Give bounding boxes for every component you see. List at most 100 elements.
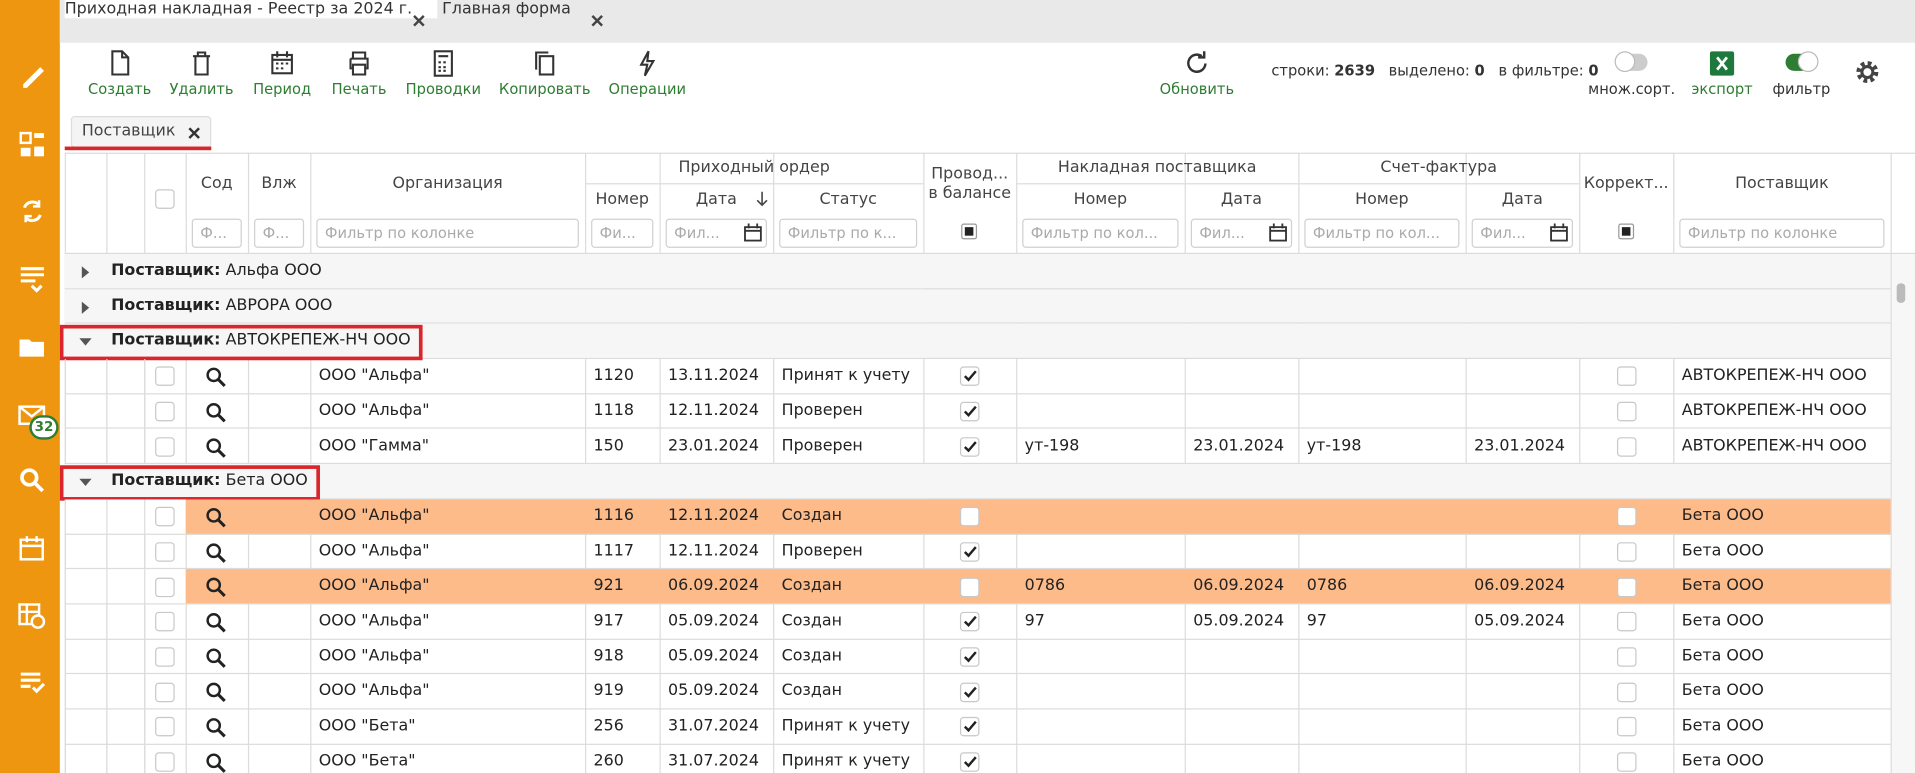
posted-checkbox[interactable]: [959, 682, 980, 702]
data-row[interactable]: [64, 675, 1891, 710]
data-row[interactable]: [64, 429, 1891, 465]
column-filter[interactable]: Ф...: [191, 218, 242, 248]
column-header[interactable]: Сод: [200, 174, 233, 193]
chip-close[interactable]: [187, 127, 200, 139]
toolbar-label[interactable]: Проводки: [405, 80, 482, 98]
column-filter[interactable]: Фильтр по колонке: [1679, 218, 1885, 248]
data-row[interactable]: [64, 710, 1891, 745]
column-header[interactable]: Статус: [819, 189, 877, 209]
multi-sort-toggle[interactable]: [1614, 51, 1648, 73]
posted-checkbox[interactable]: [959, 647, 980, 667]
column-header[interactable]: Коррект...: [1583, 174, 1669, 193]
sidebar-icon[interactable]: [17, 601, 46, 630]
toolbar-icon[interactable]: [187, 49, 216, 78]
data-row[interactable]: [64, 534, 1891, 570]
data-row[interactable]: [64, 640, 1891, 675]
corrected-checkbox[interactable]: [1616, 612, 1636, 632]
column-header[interactable]: Дата: [1501, 189, 1543, 209]
view-icon[interactable]: [205, 437, 227, 459]
corrected-checkbox[interactable]: [1616, 682, 1636, 702]
view-icon[interactable]: [205, 647, 227, 669]
sidebar-icon[interactable]: [17, 332, 46, 361]
row-checkbox[interactable]: [155, 682, 175, 702]
collapse-arrow[interactable]: [78, 335, 93, 350]
column-header[interactable]: Организация: [392, 174, 503, 193]
group-chip[interactable]: Поставщик: [70, 116, 211, 148]
sidebar-icon[interactable]: [17, 61, 46, 90]
settings-icon[interactable]: [1854, 59, 1881, 86]
expand-arrow[interactable]: [78, 265, 93, 280]
column-filter[interactable]: Фи...: [591, 218, 654, 248]
filter-toggle[interactable]: [1785, 51, 1819, 73]
view-icon[interactable]: [205, 577, 227, 599]
row-checkbox[interactable]: [155, 401, 175, 422]
excel-icon[interactable]: [1709, 51, 1735, 76]
corrected-checkbox[interactable]: [1616, 366, 1636, 387]
view-icon[interactable]: [205, 612, 227, 634]
column-filter[interactable]: Фильтр по к...: [779, 218, 918, 248]
tri-state-checkbox[interactable]: [961, 223, 978, 240]
corrected-checkbox[interactable]: [1616, 752, 1636, 772]
row-checkbox[interactable]: [155, 647, 175, 667]
corrected-checkbox[interactable]: [1616, 542, 1636, 562]
posted-checkbox[interactable]: [959, 752, 980, 772]
export-label[interactable]: экспорт: [1691, 80, 1753, 98]
corrected-checkbox[interactable]: [1616, 647, 1636, 667]
sidebar-icon[interactable]: [17, 465, 46, 494]
corrected-checkbox[interactable]: [1616, 577, 1636, 597]
data-row[interactable]: [64, 394, 1891, 430]
row-checkbox[interactable]: [155, 577, 175, 597]
column-filter[interactable]: Фил...: [1190, 218, 1293, 248]
view-icon[interactable]: [205, 682, 227, 704]
column-header[interactable]: Номер: [595, 189, 649, 209]
row-checkbox[interactable]: [155, 436, 175, 457]
posted-checkbox[interactable]: [959, 577, 980, 597]
tab-close[interactable]: [591, 13, 603, 27]
expand-arrow[interactable]: [78, 300, 93, 315]
toolbar-label[interactable]: Удалить: [169, 80, 234, 98]
posted-checkbox[interactable]: [959, 542, 980, 562]
column-header[interactable]: Влж: [261, 174, 297, 193]
posted-checkbox[interactable]: [959, 612, 980, 632]
column-header[interactable]: Номер: [1073, 189, 1128, 209]
sidebar-icon[interactable]: [17, 197, 46, 226]
sidebar-icon[interactable]: [17, 129, 46, 158]
toolbar-label[interactable]: Печать: [331, 80, 387, 98]
tab[interactable]: Главная форма: [442, 0, 616, 27]
column-header[interactable]: Номер: [1355, 189, 1409, 209]
refresh-icon[interactable]: [1182, 49, 1211, 78]
view-icon[interactable]: [205, 366, 227, 388]
posted-checkbox[interactable]: [959, 717, 980, 737]
posted-checkbox[interactable]: [959, 366, 980, 387]
column-header[interactable]: Провод... в балансе: [928, 164, 1012, 203]
tab[interactable]: Приходная накладная - Реестр за 2024 г.: [64, 0, 438, 27]
toolbar-icon[interactable]: [344, 49, 373, 78]
column-filter[interactable]: Ф...: [254, 218, 305, 248]
corrected-checkbox[interactable]: [1616, 436, 1636, 457]
header-checkbox[interactable]: [155, 189, 175, 209]
view-icon[interactable]: [205, 752, 227, 773]
column-filter[interactable]: Фильтр по кол...: [1304, 218, 1460, 248]
posted-checkbox[interactable]: [959, 436, 980, 457]
collapse-arrow[interactable]: [78, 475, 93, 490]
row-checkbox[interactable]: [155, 366, 175, 387]
data-row[interactable]: [64, 359, 1891, 395]
row-checkbox[interactable]: [155, 542, 175, 562]
view-icon[interactable]: [205, 717, 227, 739]
toolbar-icon[interactable]: [429, 49, 458, 78]
view-icon[interactable]: [205, 507, 227, 529]
data-row[interactable]: [64, 499, 1891, 535]
corrected-checkbox[interactable]: [1616, 401, 1636, 422]
view-icon[interactable]: [205, 542, 227, 564]
tri-state-checkbox[interactable]: [1617, 223, 1634, 240]
column-filter[interactable]: Фильтр по кол...: [1022, 218, 1179, 248]
column-filter[interactable]: Фильтр по колонке: [316, 218, 579, 248]
column-header[interactable]: Дата: [695, 189, 737, 209]
row-checkbox[interactable]: [155, 612, 175, 632]
tab-close[interactable]: [413, 13, 425, 27]
toolbar-icon[interactable]: [633, 49, 662, 78]
data-row[interactable]: [64, 604, 1891, 640]
toolbar-label[interactable]: Операции: [608, 80, 687, 98]
toolbar-icon[interactable]: [530, 49, 559, 78]
row-checkbox[interactable]: [155, 752, 175, 772]
